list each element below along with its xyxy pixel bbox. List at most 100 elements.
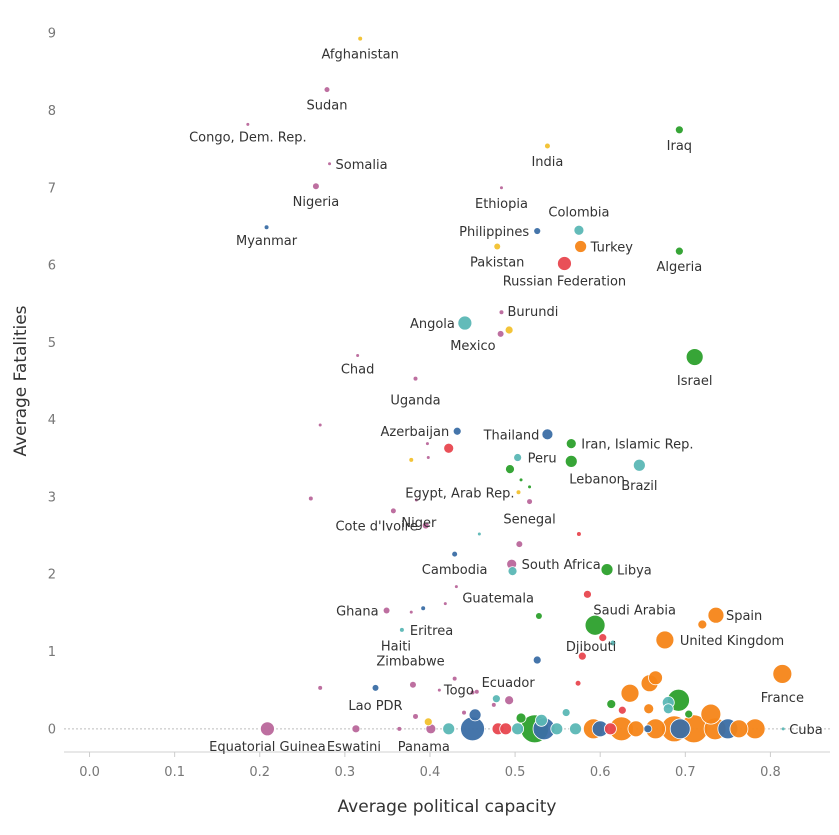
y-tick-label: 4: [48, 413, 56, 428]
point-label: Colombia: [548, 205, 609, 220]
data-point: [504, 695, 515, 706]
data-point: [627, 720, 645, 738]
data-point: [684, 709, 694, 719]
point-label: Niger: [401, 516, 437, 531]
point-label: Angola: [410, 317, 455, 332]
data-point: [246, 122, 250, 126]
point-label: Saudi Arabia: [593, 603, 676, 618]
data-point: [519, 478, 523, 482]
data-point: [399, 627, 404, 632]
x-tick-label: 0.1: [164, 765, 185, 780]
data-point: [474, 689, 479, 694]
point-label: Burundi: [507, 305, 558, 320]
data-point: [533, 227, 542, 235]
data-point: [535, 713, 548, 727]
data-point: [513, 453, 523, 462]
x-tick-label: 0.4: [420, 765, 441, 780]
x-tick-label: 0.6: [590, 765, 611, 780]
point-label: Haiti: [381, 639, 411, 654]
point-label: Thailand: [483, 428, 540, 443]
x-axis-ticks: 0.0 0.1 0.2 0.3 0.4 0.5 0.6 0.7 0.8: [79, 752, 781, 780]
x-tick-label: 0.5: [505, 765, 526, 780]
data-point: [442, 722, 456, 736]
point-label: Iraq: [667, 139, 692, 154]
data-point: [569, 722, 582, 736]
data-point: [707, 606, 725, 624]
data-point: [491, 702, 496, 707]
point-label: Egypt, Arab Rep.: [405, 486, 514, 501]
data-point: [423, 717, 433, 727]
data-point: [515, 712, 527, 724]
data-point: [598, 633, 608, 643]
data-point: [729, 719, 749, 739]
point-label: Russian Federation: [503, 275, 626, 290]
data-point: [528, 485, 532, 489]
point-label: Turkey: [590, 241, 634, 256]
data-point: [383, 607, 390, 614]
data-point: [662, 703, 674, 715]
point-label: Israel: [677, 374, 713, 389]
x-tick-label: 0.3: [335, 765, 356, 780]
point-label: Peru: [528, 452, 557, 467]
data-point: [685, 348, 704, 366]
data-point: [655, 630, 675, 650]
data-point: [356, 353, 360, 357]
point-label: Afghanistan: [321, 48, 398, 63]
data-point: [781, 727, 785, 731]
point-label: Eritrea: [410, 624, 453, 639]
data-point: [516, 541, 523, 548]
data-point: [527, 499, 533, 505]
data-point: [532, 655, 542, 665]
data-point: [772, 664, 793, 684]
y-tick-label: 3: [48, 490, 56, 505]
data-point: [421, 606, 426, 611]
data-point: [468, 708, 482, 722]
data-point: [516, 490, 521, 495]
data-point: [397, 726, 402, 731]
point-label: Cuba: [789, 723, 823, 738]
y-tick-label: 8: [48, 104, 56, 119]
point-label: Iran, Islamic Rep.: [581, 438, 693, 453]
point-label: Panama: [398, 740, 450, 755]
y-tick-label: 9: [48, 27, 56, 42]
data-point: [700, 703, 722, 725]
data-point: [426, 456, 430, 460]
data-point: [452, 676, 457, 681]
point-label: Lao PDR: [348, 699, 402, 714]
data-point: [507, 566, 518, 577]
point-label: Ghana: [336, 605, 379, 620]
data-point: [443, 442, 455, 454]
data-point: [443, 602, 447, 606]
data-point: [457, 315, 473, 331]
point-label: Eswatini: [327, 740, 381, 755]
data-point: [308, 496, 313, 501]
point-label: United Kingdom: [680, 634, 784, 649]
data-point: [421, 521, 430, 530]
data-point: [564, 454, 578, 468]
data-point: [600, 563, 614, 576]
data-point: [577, 651, 587, 661]
data-point: [583, 589, 592, 599]
x-tick-label: 0.0: [79, 765, 100, 780]
point-label: Chad: [341, 362, 375, 377]
data-point: [324, 87, 330, 93]
data-point: [499, 310, 504, 315]
point-label: Azerbaijan: [380, 425, 449, 440]
data-point: [454, 585, 458, 589]
data-point: [499, 186, 503, 190]
data-point: [511, 722, 525, 736]
data-point: [413, 713, 419, 719]
data-point: [491, 694, 501, 704]
x-tick-label: 0.8: [760, 765, 781, 780]
data-point: [504, 325, 514, 335]
point-label: Lebanon: [569, 472, 625, 487]
data-point: [409, 457, 414, 462]
point-label: Congo, Dem. Rep.: [189, 130, 307, 145]
point-label: Djibouti: [566, 640, 616, 655]
data-point: [505, 464, 515, 475]
x-axis-title: Average political capacity: [338, 797, 557, 817]
data-point: [620, 683, 640, 703]
data-point: [604, 722, 617, 736]
point-label: Cote d'Ivoire: [335, 520, 417, 535]
